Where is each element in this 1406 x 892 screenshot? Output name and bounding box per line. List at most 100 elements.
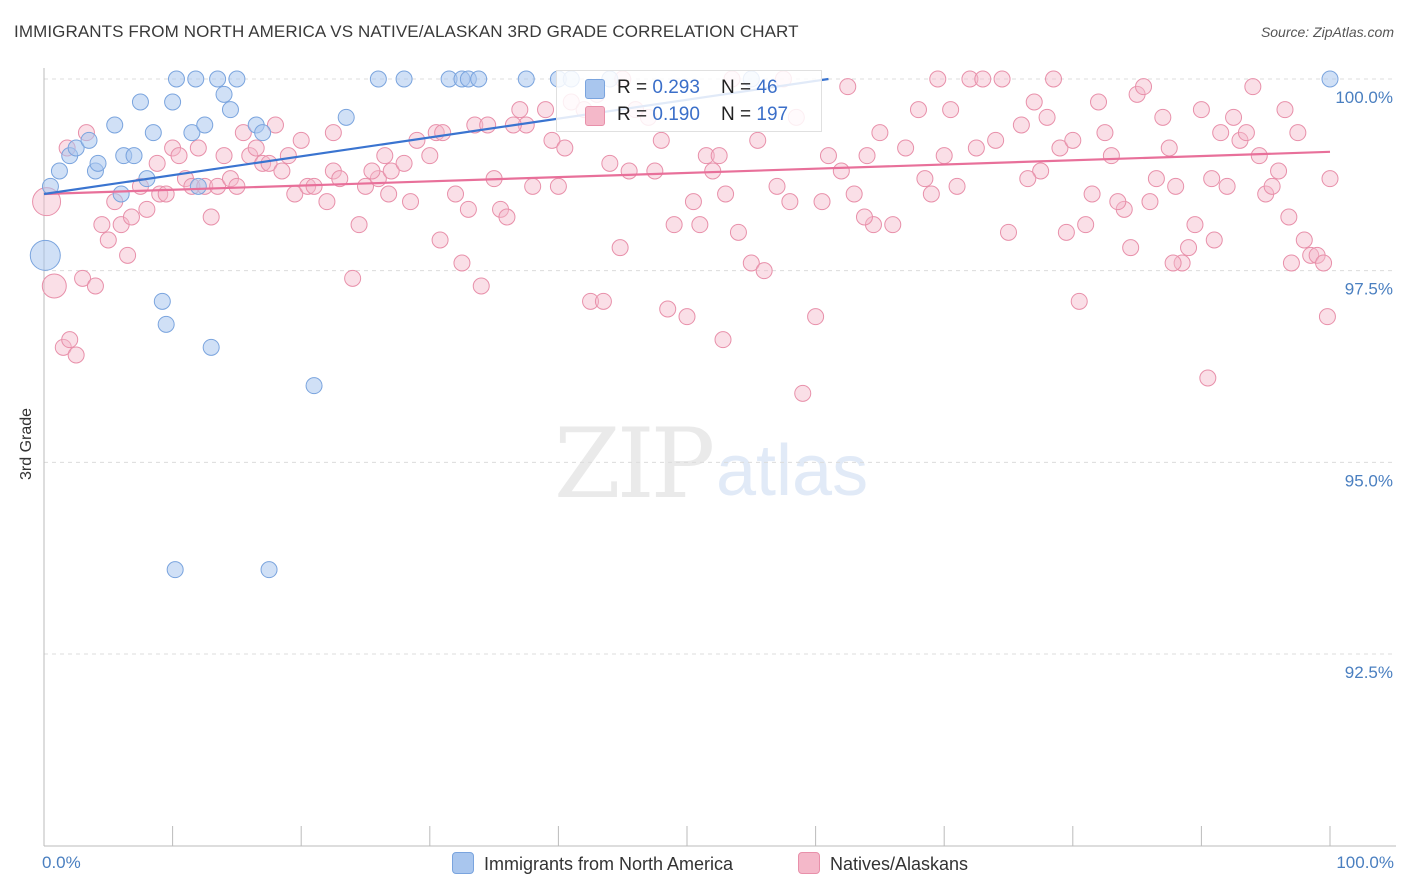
pink-point [148, 154, 166, 172]
pink-point [380, 185, 398, 203]
pink-point [466, 116, 484, 134]
legend-n-label: N = [721, 77, 757, 98]
pink-point [279, 147, 297, 165]
blue-point [187, 70, 205, 88]
pink-point [691, 216, 709, 234]
blue-point [369, 70, 387, 88]
y-tick-label: 92.5% [1345, 663, 1393, 682]
pink-point [537, 101, 555, 119]
pink-point [1276, 101, 1294, 119]
pink-point [1038, 108, 1056, 126]
pink-point [1244, 78, 1262, 96]
pink-point [434, 124, 452, 142]
legend-swatch-pink [585, 106, 605, 126]
pink-point [138, 200, 156, 218]
pink-point [755, 262, 773, 280]
pink-point [86, 277, 104, 295]
pink-point [1025, 93, 1043, 111]
pink-point [453, 254, 471, 272]
blue-point [144, 124, 162, 142]
pink-point [620, 162, 638, 180]
pink-point [1280, 208, 1298, 226]
pink-point [1045, 70, 1063, 88]
bottom-legend-pink: Natives/Alaskans [798, 852, 968, 875]
pink-point [1237, 124, 1255, 142]
legend-n-value: 46 [756, 77, 778, 98]
pink-point [331, 170, 349, 188]
y-tick-label: 100.0% [1335, 88, 1393, 107]
pink-point [234, 124, 252, 142]
blue-point [305, 377, 323, 395]
legend-text-blue: R = 0.293 N = 46 [617, 77, 778, 99]
legend-n-label: N = [721, 104, 757, 125]
pink-point [549, 177, 567, 195]
pink-point [1270, 162, 1288, 180]
pink-point [1019, 170, 1037, 188]
blue-point [153, 292, 171, 310]
pink-point [1064, 131, 1082, 149]
watermark-atlas: atlas [716, 431, 869, 511]
pink-point [1318, 308, 1336, 326]
blue-point [221, 101, 239, 119]
pink-point [813, 193, 831, 211]
pink-point [710, 147, 728, 165]
pink-point [122, 208, 140, 226]
pink-point [684, 193, 702, 211]
pink-point [395, 154, 413, 172]
pink-point [993, 70, 1011, 88]
pink-point [1173, 254, 1191, 272]
pink-point [350, 216, 368, 234]
blue-point [202, 338, 220, 356]
pink-point [247, 139, 265, 157]
pink-point [794, 384, 812, 402]
legend-text-pink: R = 0.190 N = 197 [617, 104, 788, 126]
pink-point [1295, 231, 1313, 249]
pink-point [665, 216, 683, 234]
pink-point [61, 331, 79, 349]
pink-point [93, 216, 111, 234]
blue-point [106, 116, 124, 134]
blue-point [125, 147, 143, 165]
source-note: Source: ZipAtlas.com [1260, 24, 1394, 40]
blue-point [29, 239, 61, 271]
blue-point [183, 124, 201, 142]
legend-r-label: R = [617, 104, 653, 125]
pink-point [402, 193, 420, 211]
blue-point [164, 93, 182, 111]
pink-point [729, 223, 747, 241]
pink-point [382, 162, 400, 180]
pink-point [697, 147, 715, 165]
blue-point [517, 70, 535, 88]
pink-point [363, 162, 381, 180]
pink-point [524, 177, 542, 195]
bottom-legend-blue: Immigrants from North America [452, 852, 733, 875]
pink-point [601, 154, 619, 172]
pink-point [1203, 170, 1221, 188]
pink-point [1012, 116, 1030, 134]
pink-point [871, 124, 889, 142]
pink-point [611, 239, 629, 257]
pink-point [1225, 108, 1243, 126]
y-tick-label: 97.5% [1345, 280, 1393, 299]
blue-point [67, 139, 85, 157]
pink-point [1135, 78, 1153, 96]
pink-point [884, 216, 902, 234]
pink-point [67, 346, 85, 364]
pink-point [659, 300, 677, 318]
pink-point [1147, 170, 1165, 188]
pink-point [974, 70, 992, 88]
pink-point [202, 208, 220, 226]
watermark-zip: ZIP [554, 408, 715, 520]
pink-point [189, 139, 207, 157]
pink-point [1180, 239, 1198, 257]
pink-point [511, 101, 529, 119]
bottom-legend-swatch-blue [452, 852, 474, 874]
blue-point [157, 315, 175, 333]
pink-point [807, 308, 825, 326]
pink-point [459, 200, 477, 218]
pink-point [909, 101, 927, 119]
y-tick-label: 95.0% [1345, 471, 1393, 490]
pink-point [1051, 139, 1069, 157]
pink-point [948, 177, 966, 195]
